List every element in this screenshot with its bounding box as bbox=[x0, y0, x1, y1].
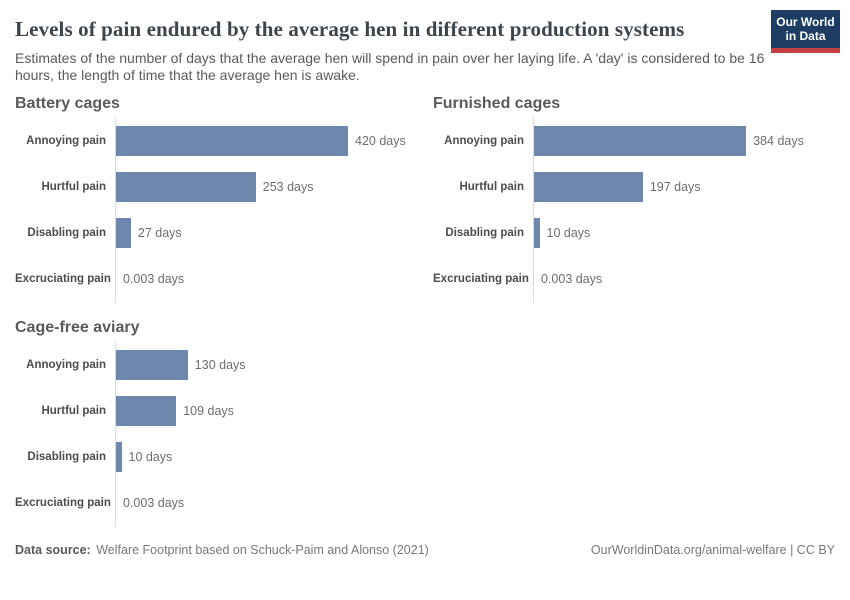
y-axis-line bbox=[533, 117, 534, 303]
owid-logo-text: Our World in Data bbox=[771, 10, 840, 48]
category-label: Disabling pain bbox=[27, 227, 106, 239]
bar-track: 253 days bbox=[115, 172, 433, 202]
chart-heading: Furnished cages bbox=[433, 95, 561, 112]
category-label: Annoying pain bbox=[444, 135, 524, 147]
bar-track: 384 days bbox=[533, 126, 850, 156]
bar-row: Excruciating pain 0.003 days bbox=[15, 488, 433, 518]
bar[interactable] bbox=[534, 218, 540, 248]
bar-value-label: 253 days bbox=[262, 180, 314, 194]
chart-battery-cages: Battery cages Annoying pain 420 days Hur… bbox=[15, 96, 433, 303]
bar-row: Disabling pain 27 days bbox=[15, 218, 433, 248]
bar-track: 0.003 days bbox=[533, 264, 850, 294]
chart-header: Levels of pain endured by the average he… bbox=[15, 0, 840, 84]
category-label: Hurtful pain bbox=[41, 181, 106, 193]
logo-stripe bbox=[771, 48, 840, 53]
bar[interactable] bbox=[116, 350, 188, 380]
bar-value-label: 420 days bbox=[355, 134, 406, 148]
bar-row: Annoying pain 420 days bbox=[15, 126, 433, 156]
y-axis-line bbox=[115, 117, 116, 303]
page-title: Levels of pain endured by the average he… bbox=[15, 17, 685, 41]
bar[interactable] bbox=[534, 126, 747, 156]
charts-area: Battery cages Annoying pain 420 days Hur… bbox=[15, 96, 835, 527]
bar-track: 0.003 days bbox=[115, 488, 433, 518]
bar[interactable] bbox=[116, 126, 348, 156]
bar-row: Excruciating pain 0.003 days bbox=[15, 264, 433, 294]
category-label: Excruciating pain bbox=[433, 273, 529, 285]
charts-row-top: Battery cages Annoying pain 420 days Hur… bbox=[15, 96, 835, 303]
bar-row: Hurtful pain 109 days bbox=[15, 396, 433, 426]
bar-row: Hurtful pain 197 days bbox=[433, 172, 850, 202]
logo-line2: in Data bbox=[785, 29, 826, 43]
chart-plot-area: Annoying pain 384 days Hurtful pain 197 … bbox=[433, 117, 850, 303]
category-label: Disabling pain bbox=[27, 451, 106, 463]
category-label: Annoying pain bbox=[26, 359, 106, 371]
bar-row: Disabling pain 10 days bbox=[15, 442, 433, 472]
category-label: Hurtful pain bbox=[459, 181, 524, 193]
bar-row: Hurtful pain 253 days bbox=[15, 172, 433, 202]
category-label: Excruciating pain bbox=[15, 497, 111, 509]
bar-value-label: 384 days bbox=[753, 134, 804, 148]
bar-value-label: 0.003 days bbox=[123, 496, 185, 510]
y-axis-line bbox=[115, 341, 116, 527]
data-source: Data source: Welfare Footprint based on … bbox=[15, 542, 429, 558]
bar[interactable] bbox=[116, 442, 122, 472]
category-label: Disabling pain bbox=[445, 227, 524, 239]
bar[interactable] bbox=[534, 172, 643, 202]
bar-row: Annoying pain 384 days bbox=[433, 126, 850, 156]
bar-value-label: 10 days bbox=[546, 226, 591, 240]
chart-subtitle: Estimates of the number of days that the… bbox=[15, 50, 765, 83]
bar-track: 0.003 days bbox=[115, 264, 433, 294]
bar[interactable] bbox=[116, 218, 131, 248]
chart-plot-area: Annoying pain 420 days Hurtful pain 253 … bbox=[15, 117, 433, 303]
bar-track: 197 days bbox=[533, 172, 850, 202]
bar-value-label: 197 days bbox=[649, 180, 701, 194]
bar-track: 10 days bbox=[115, 442, 433, 472]
bar-track: 130 days bbox=[115, 350, 433, 380]
bar-value-label: 10 days bbox=[128, 450, 173, 464]
category-label: Excruciating pain bbox=[15, 273, 111, 285]
chart-furnished-cages: Furnished cages Annoying pain 384 days H… bbox=[433, 96, 850, 303]
bar-value-label: 130 days bbox=[194, 358, 246, 372]
bar[interactable] bbox=[116, 172, 256, 202]
category-label: Annoying pain bbox=[26, 135, 106, 147]
chart-heading: Cage-free aviary bbox=[15, 319, 140, 336]
chart-footer: Data source: Welfare Footprint based on … bbox=[15, 542, 835, 558]
chart-plot-area: Annoying pain 130 days Hurtful pain 109 … bbox=[15, 341, 433, 527]
bar-row: Annoying pain 130 days bbox=[15, 350, 433, 380]
bar[interactable] bbox=[116, 396, 177, 426]
category-label: Hurtful pain bbox=[41, 405, 106, 417]
bar-track: 109 days bbox=[115, 396, 433, 426]
bar-row: Excruciating pain 0.003 days bbox=[433, 264, 850, 294]
logo-line1: Our World bbox=[776, 15, 835, 29]
bar-track: 420 days bbox=[115, 126, 433, 156]
owid-logo: Our World in Data bbox=[771, 10, 840, 53]
chart-cage-free-aviary: Cage-free aviary Annoying pain 130 days … bbox=[15, 320, 433, 527]
bar-track: 10 days bbox=[533, 218, 850, 248]
bar-value-label: 0.003 days bbox=[541, 272, 603, 286]
bar-value-label: 27 days bbox=[137, 226, 182, 240]
data-source-label: Data source: bbox=[15, 543, 91, 557]
charts-row-bottom: Cage-free aviary Annoying pain 130 days … bbox=[15, 320, 835, 527]
bar-row: Disabling pain 10 days bbox=[433, 218, 850, 248]
credit-link: OurWorldinData.org/animal-welfare | CC B… bbox=[590, 543, 835, 557]
bar-value-label: 109 days bbox=[183, 404, 234, 418]
bar-track: 27 days bbox=[115, 218, 433, 248]
bar-value-label: 0.003 days bbox=[123, 272, 185, 286]
data-source-value: Welfare Footprint based on Schuck-Paim a… bbox=[96, 543, 429, 557]
chart-heading: Battery cages bbox=[15, 95, 120, 112]
